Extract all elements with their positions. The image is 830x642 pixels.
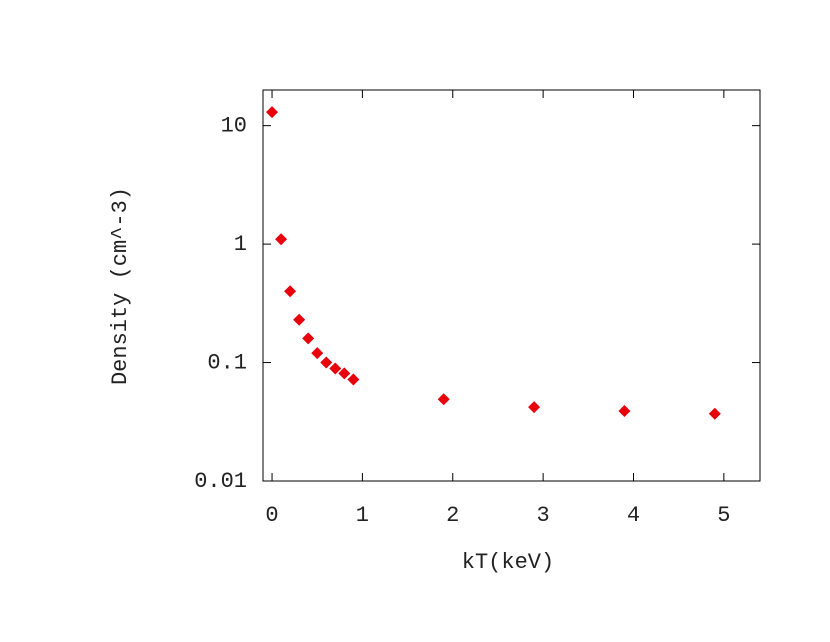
x-tick-label: 4 xyxy=(627,503,640,528)
point xyxy=(320,356,333,369)
x-tick-label: 5 xyxy=(717,503,730,528)
x-axis-label: kT(keV) xyxy=(462,550,554,575)
y-tick-label: 1 xyxy=(234,232,247,257)
x-tick-label: 3 xyxy=(537,503,550,528)
point xyxy=(293,313,306,326)
y-tick-label: 10 xyxy=(221,113,247,138)
point xyxy=(329,362,342,375)
point xyxy=(528,401,541,414)
y-tick-label: 0.01 xyxy=(194,469,247,494)
point xyxy=(618,404,631,417)
x-tick-label: 0 xyxy=(265,503,278,528)
point xyxy=(284,285,297,298)
x-tick-label: 2 xyxy=(446,503,459,528)
point xyxy=(275,233,288,246)
x-tick-label: 1 xyxy=(356,503,369,528)
point xyxy=(266,106,279,119)
point xyxy=(311,347,324,360)
point xyxy=(338,367,351,380)
point xyxy=(302,332,315,345)
y-tick-label: 0.1 xyxy=(207,350,247,375)
point xyxy=(437,393,450,406)
y-axis-label: Density (cm^-3) xyxy=(108,187,133,385)
point xyxy=(347,373,360,386)
plot-frame xyxy=(262,89,761,482)
point xyxy=(708,407,721,420)
